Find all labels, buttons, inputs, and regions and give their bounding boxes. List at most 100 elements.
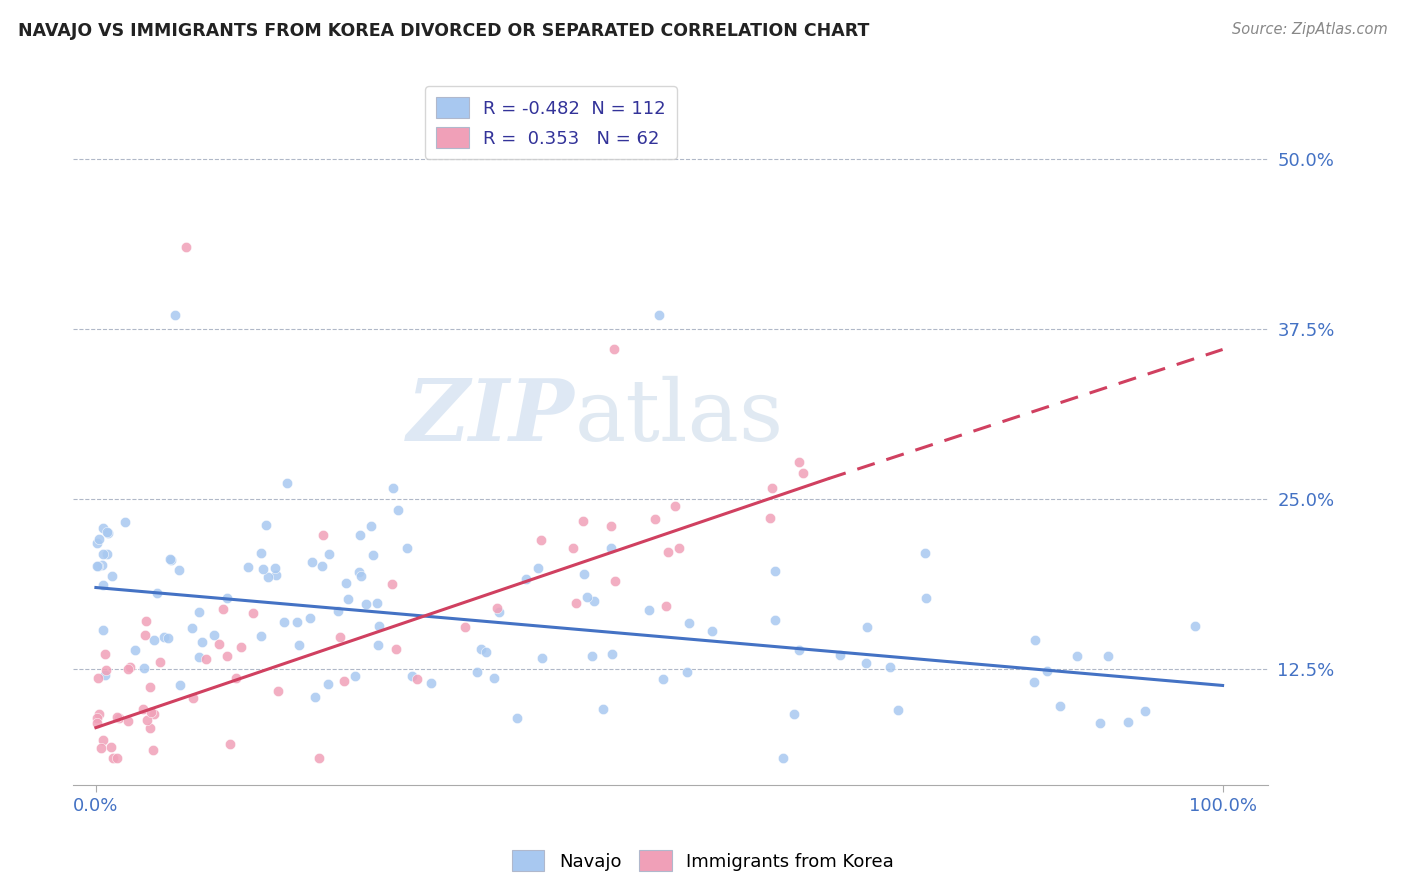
Point bbox=[1036, 664, 1059, 678]
Point bbox=[117, 714, 139, 728]
Point bbox=[1116, 714, 1139, 729]
Point bbox=[311, 558, 333, 573]
Point bbox=[465, 665, 488, 680]
Point bbox=[149, 655, 172, 669]
Point bbox=[219, 737, 242, 751]
Point bbox=[181, 621, 204, 635]
Point bbox=[163, 309, 186, 323]
Point bbox=[652, 672, 675, 686]
Point bbox=[592, 701, 614, 715]
Point bbox=[792, 466, 814, 480]
Point bbox=[354, 597, 377, 611]
Point bbox=[96, 548, 118, 562]
Point bbox=[225, 672, 247, 686]
Point bbox=[1049, 698, 1071, 713]
Point bbox=[648, 309, 671, 323]
Point bbox=[215, 648, 238, 663]
Point bbox=[419, 675, 441, 690]
Point bbox=[100, 739, 122, 754]
Point bbox=[254, 517, 277, 532]
Point bbox=[772, 750, 794, 764]
Point bbox=[326, 604, 349, 618]
Point bbox=[363, 548, 385, 562]
Point bbox=[264, 568, 287, 582]
Point bbox=[276, 475, 298, 490]
Point bbox=[572, 567, 595, 582]
Point bbox=[96, 524, 118, 539]
Point bbox=[93, 547, 115, 561]
Point bbox=[1024, 633, 1046, 648]
Point bbox=[678, 616, 700, 631]
Point bbox=[655, 599, 678, 614]
Point bbox=[288, 638, 311, 652]
Point bbox=[1184, 619, 1206, 633]
Point bbox=[169, 678, 191, 692]
Point bbox=[135, 614, 157, 628]
Point bbox=[257, 570, 280, 584]
Point bbox=[581, 648, 603, 663]
Point bbox=[453, 620, 475, 634]
Point bbox=[153, 630, 176, 644]
Point bbox=[401, 669, 423, 683]
Point bbox=[387, 503, 409, 517]
Point bbox=[97, 526, 120, 541]
Point bbox=[761, 481, 783, 495]
Point bbox=[482, 671, 505, 685]
Text: Source: ZipAtlas.com: Source: ZipAtlas.com bbox=[1232, 22, 1388, 37]
Point bbox=[787, 455, 810, 469]
Point bbox=[575, 591, 598, 605]
Point bbox=[638, 603, 661, 617]
Point bbox=[202, 627, 225, 641]
Point bbox=[242, 606, 264, 620]
Point bbox=[855, 620, 877, 634]
Point bbox=[90, 558, 112, 573]
Point bbox=[530, 650, 553, 665]
Point bbox=[600, 519, 623, 533]
Point bbox=[90, 740, 112, 755]
Point bbox=[87, 706, 110, 721]
Point bbox=[759, 511, 782, 525]
Point bbox=[208, 637, 231, 651]
Point bbox=[134, 628, 156, 642]
Point bbox=[530, 533, 553, 547]
Point bbox=[1135, 704, 1157, 718]
Point bbox=[89, 533, 111, 547]
Point bbox=[344, 669, 367, 683]
Point bbox=[1066, 648, 1088, 663]
Point bbox=[301, 555, 323, 569]
Point bbox=[470, 641, 492, 656]
Point bbox=[188, 605, 211, 619]
Point bbox=[94, 663, 117, 677]
Point bbox=[515, 572, 537, 586]
Point bbox=[505, 711, 527, 725]
Point bbox=[139, 680, 162, 694]
Point bbox=[120, 659, 142, 673]
Point bbox=[139, 721, 162, 735]
Point bbox=[600, 647, 623, 661]
Point bbox=[298, 611, 321, 625]
Point bbox=[114, 515, 136, 529]
Point bbox=[139, 705, 162, 719]
Point bbox=[93, 648, 115, 662]
Point bbox=[183, 691, 205, 706]
Point bbox=[1024, 674, 1046, 689]
Point bbox=[367, 638, 389, 652]
Point bbox=[87, 558, 110, 573]
Point bbox=[787, 643, 810, 657]
Point bbox=[349, 528, 371, 542]
Point bbox=[657, 544, 679, 558]
Legend: R = -0.482  N = 112, R =  0.353   N = 62: R = -0.482 N = 112, R = 0.353 N = 62 bbox=[426, 87, 676, 159]
Point bbox=[146, 586, 169, 600]
Point bbox=[763, 613, 786, 627]
Point bbox=[336, 592, 359, 607]
Point bbox=[318, 676, 340, 690]
Point bbox=[668, 541, 690, 555]
Point bbox=[644, 512, 666, 526]
Point bbox=[101, 569, 124, 583]
Point bbox=[583, 594, 606, 608]
Point bbox=[94, 668, 117, 682]
Point bbox=[215, 591, 238, 606]
Legend: Navajo, Immigrants from Korea: Navajo, Immigrants from Korea bbox=[505, 843, 901, 879]
Point bbox=[236, 559, 259, 574]
Point bbox=[167, 563, 190, 577]
